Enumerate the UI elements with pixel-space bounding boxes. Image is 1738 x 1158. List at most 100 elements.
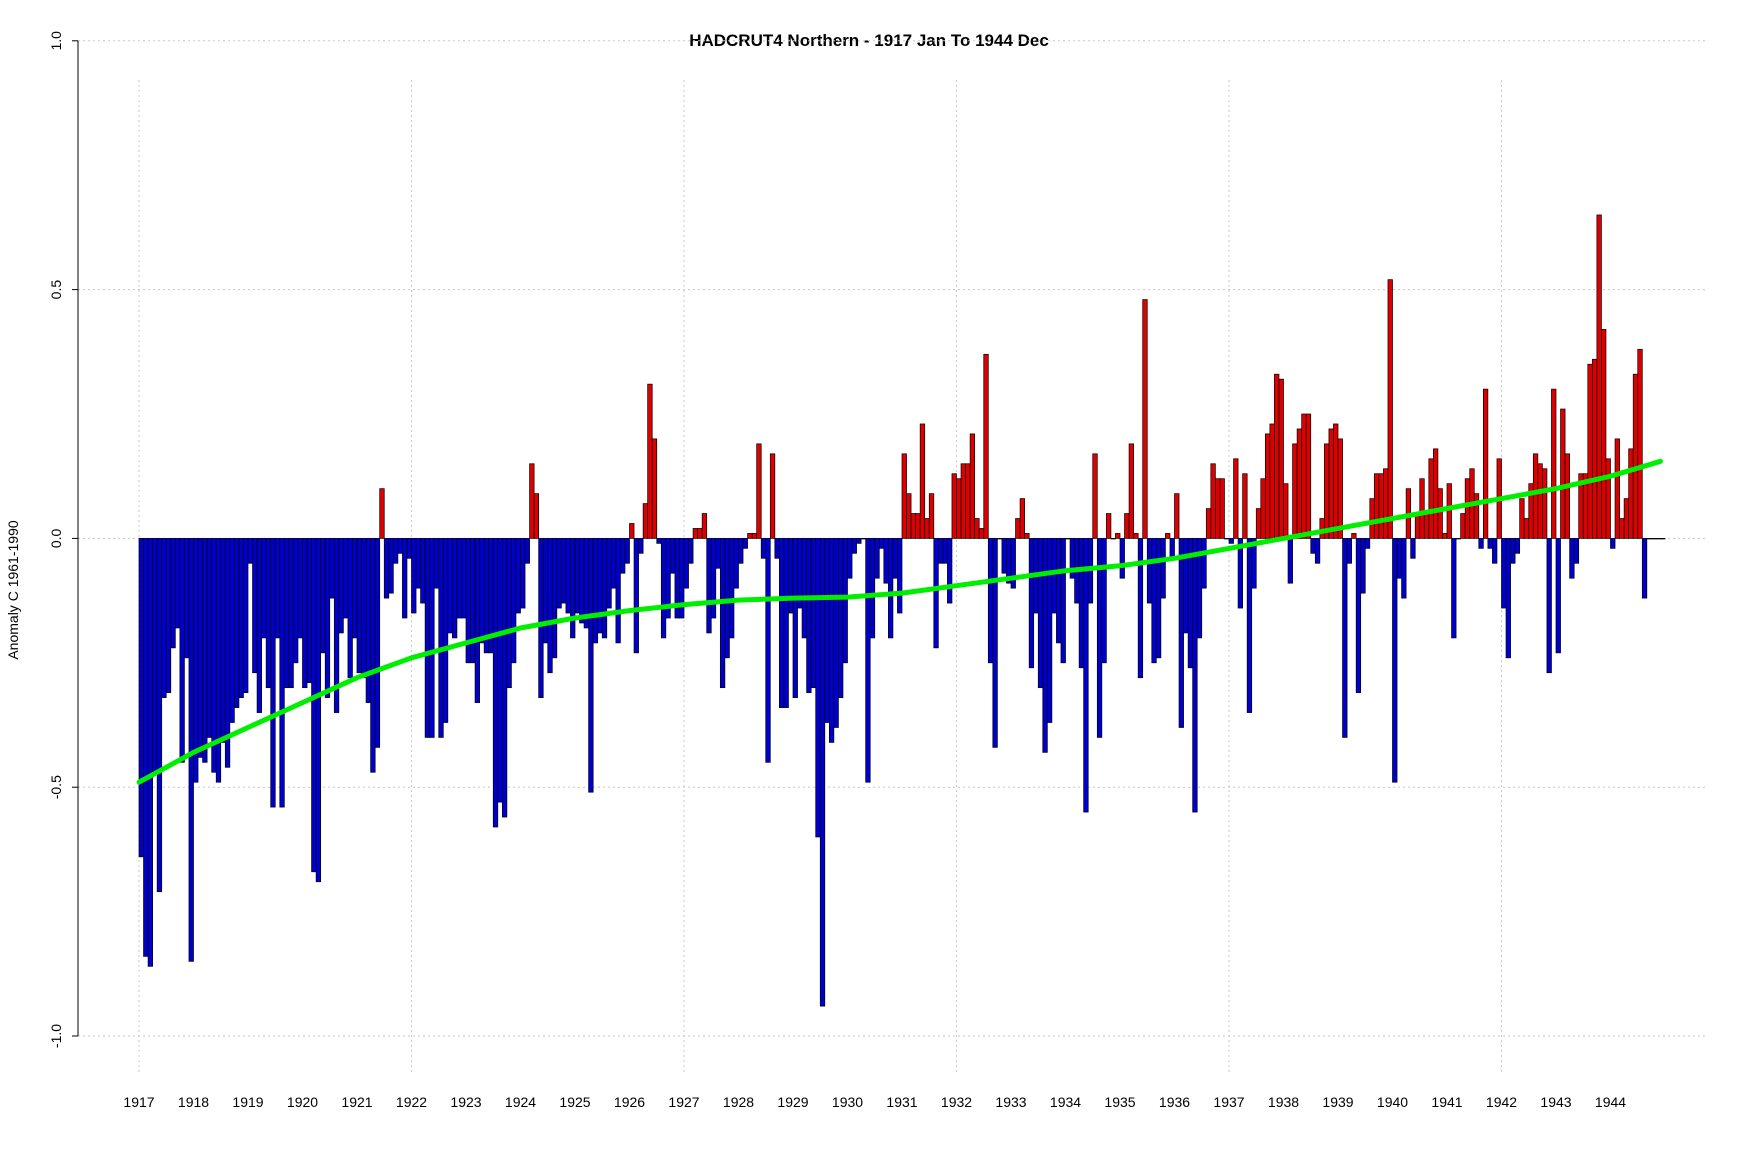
x-tick-label: 1917 [123,1094,154,1110]
bar [1051,538,1057,614]
bar [1155,538,1162,659]
bar [1514,538,1521,554]
bar [1587,363,1593,539]
bar [760,538,767,559]
bar [1060,538,1066,664]
bar [156,538,163,893]
bar [869,538,876,639]
bar [1042,538,1048,753]
bar [956,478,962,539]
bar [492,538,499,828]
bar [633,538,639,654]
bar [819,538,826,1007]
bar [1083,538,1089,813]
bar [1523,518,1530,539]
bar [665,538,671,619]
bar [1433,448,1439,539]
bar [152,538,158,773]
bar [452,538,458,639]
bar [520,538,526,609]
bar [1101,538,1107,664]
bar [179,538,185,763]
bar [338,538,344,634]
bar [370,538,376,773]
bar [283,538,290,689]
bar [738,538,744,564]
bar [356,538,362,674]
bar [1287,538,1293,584]
bar [1283,483,1289,539]
bar [983,353,989,539]
bar [1119,538,1125,579]
bar [1519,498,1525,539]
x-tick-label: 1940 [1377,1094,1408,1110]
bar [293,538,299,664]
bar [1037,538,1044,689]
bar [1369,498,1375,539]
x-tick-label: 1932 [941,1094,972,1110]
bar [865,538,871,783]
bar [1564,453,1570,539]
bar [165,538,172,694]
bar [1242,473,1248,539]
bar [1623,498,1630,539]
bar [1333,423,1339,539]
bar [756,443,762,539]
bar [1546,538,1552,674]
bar [556,538,562,609]
x-tick-label: 1941 [1431,1094,1462,1110]
bar [774,538,780,559]
x-tick-label: 1933 [995,1094,1026,1110]
bar [352,538,358,639]
bar [392,538,399,564]
bar [783,538,789,708]
bar [892,538,898,579]
bar [620,538,626,574]
x-tick-label: 1936 [1159,1094,1190,1110]
bar [1178,538,1184,728]
bar [538,538,544,698]
bar [161,538,167,698]
bar [1310,538,1316,554]
bar [1319,518,1325,539]
bar [1410,538,1416,559]
x-tick-label: 1943 [1540,1094,1571,1110]
x-tick-label: 1930 [832,1094,863,1110]
bar [1015,518,1021,539]
x-tick-label: 1924 [505,1094,536,1110]
bar [1146,538,1153,604]
bar [215,538,222,783]
bar [597,538,603,634]
bar [1228,538,1234,544]
bar [420,538,426,604]
bar [842,538,848,664]
trend-layer [136,458,1663,785]
bar [779,538,785,708]
bar [1610,538,1616,549]
bar [1573,538,1580,564]
bar [701,513,708,539]
bar [1092,453,1098,539]
bar [724,538,730,659]
bar [497,538,503,803]
bar [343,538,349,619]
bar [792,538,798,698]
bar [1614,438,1620,539]
x-tick-label: 1927 [668,1094,699,1110]
bar [924,518,930,539]
x-tick-label: 1923 [450,1094,481,1110]
x-tick-label: 1944 [1595,1094,1626,1110]
bar [361,538,367,679]
bar [247,538,253,564]
bar [1442,533,1448,539]
bar [1378,473,1384,539]
bar [606,538,612,609]
bar [1210,463,1216,539]
bar [856,538,862,544]
bar [1296,428,1303,539]
bar [978,528,985,539]
bar [1264,433,1271,539]
bar [947,538,953,604]
bar [1024,533,1030,539]
